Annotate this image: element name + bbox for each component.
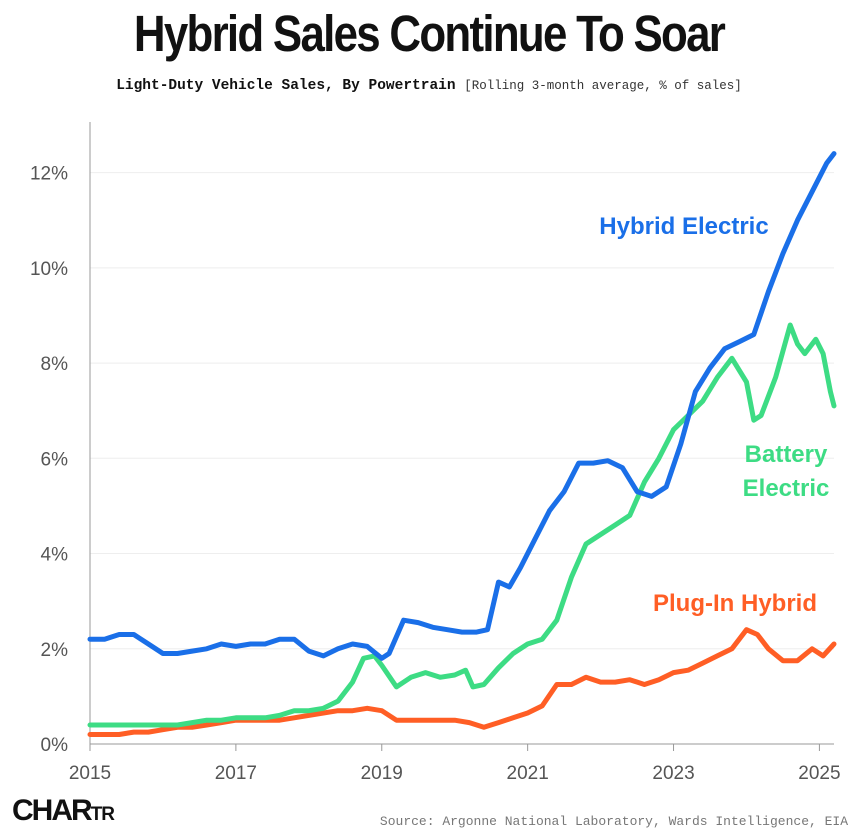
axes: 0% 2% 4% 6% 8% 10% 12% 2015 2017 2019 2021 2023 2025 [30,122,841,784]
x-tick-label: 2019 [361,763,403,784]
series-line-hybrid-electric [87,151,837,661]
label-battery-electric-line2: Electric [743,475,830,502]
subtitle-main: Light-Duty Vehicle Sales, By Powertrain [116,78,456,94]
y-tick-label: 12% [30,164,68,185]
y-tick-label: 10% [30,259,68,280]
label-hybrid-electric: Hybrid Electric [599,213,768,240]
y-tick-label: 8% [41,354,69,375]
gridlines [90,172,834,650]
x-tick-label: 2025 [798,763,840,784]
series-line-plug-in-hybrid [87,627,837,737]
y-tick-label: 2% [41,640,69,661]
label-battery-electric-line1: Battery [745,441,828,468]
x-tick-label: 2015 [69,763,111,784]
y-tick-label: 4% [41,545,69,566]
chart-title: Hybrid Sales Continue To Soar [133,5,726,62]
x-tick-label: 2021 [507,763,549,784]
logo-text-small: TR [90,804,115,825]
direct-labels: Hybrid Electric Battery Electric Plug-In… [599,213,829,617]
chart-subtitle: Light-Duty Vehicle Sales, By Powertrain … [0,78,858,94]
logo-text-large: CHAR [12,794,93,827]
series-line-battery-electric [87,322,837,728]
series-lines [87,151,837,737]
x-tick-label: 2017 [215,763,257,784]
y-tick-label: 0% [41,735,69,756]
label-plug-in-hybrid: Plug-In Hybrid [653,590,817,617]
subtitle-note: [Rolling 3-month average, % of sales] [464,79,742,93]
x-tick-label: 2023 [652,763,694,784]
source-note: Source: Argonne National Laboratory, War… [379,814,848,829]
y-tick-label: 6% [41,449,69,470]
chartr-logo: CHARTR [12,794,115,827]
